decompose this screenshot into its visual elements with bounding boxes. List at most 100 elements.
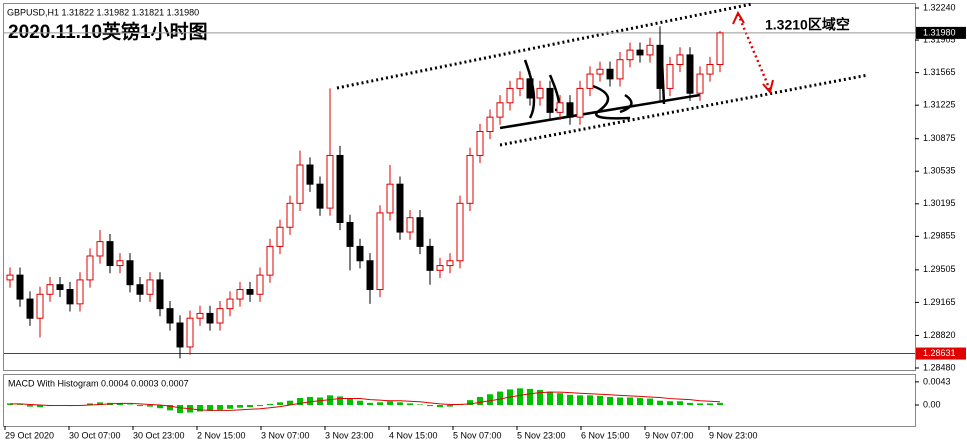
- candle-body: [116, 260, 124, 267]
- macd-bar: [167, 405, 173, 411]
- candle-body: [436, 265, 444, 271]
- candle-body: [486, 116, 494, 133]
- candle-body: [46, 284, 54, 295]
- candle-body: [86, 255, 94, 281]
- header: GBPUSD,H1 1.31822 1.31982 1.31821 1.3198…: [7, 7, 199, 17]
- annotation: 1.3210区域空: [765, 17, 850, 33]
- candle-body: [566, 102, 574, 118]
- candle-body: [366, 260, 374, 290]
- candle-body: [336, 154, 344, 223]
- y-tick-label: 1.28820: [923, 330, 956, 340]
- signal-line: [10, 391, 721, 411]
- y-tick-label: 1.30875: [923, 133, 956, 143]
- macd-bar: [277, 402, 283, 406]
- candle-body: [396, 183, 404, 233]
- candle-body: [706, 63, 714, 75]
- macd-bar: [307, 396, 313, 406]
- candle-body: [186, 317, 194, 348]
- macd-bar: [407, 403, 413, 406]
- candle-body: [246, 288, 254, 295]
- candle-body: [526, 78, 534, 99]
- macd-bar: [297, 398, 303, 406]
- candle-body: [656, 44, 664, 89]
- y-tick-label: 1.28480: [923, 362, 956, 372]
- candle-body: [326, 154, 334, 209]
- macd-bar: [547, 391, 553, 406]
- candle-body: [356, 245, 364, 262]
- macd-bar: [697, 403, 703, 406]
- macd-bar: [327, 395, 333, 406]
- macd-bar: [357, 400, 363, 406]
- macd-bar: [617, 397, 623, 406]
- price-label: 1.28631: [923, 348, 956, 358]
- arrow: [736, 13, 772, 91]
- candle-body: [536, 87, 544, 99]
- arrow-heads: [732, 10, 774, 95]
- candle-body: [406, 217, 414, 233]
- macd-bar: [527, 388, 533, 406]
- candle-body: [136, 284, 144, 295]
- price-label-box: [916, 347, 966, 360]
- candle-body: [316, 183, 324, 209]
- macd-bar: [207, 405, 213, 411]
- macd-bar: [577, 395, 583, 406]
- candle-body: [466, 154, 474, 204]
- macd-bar: [427, 405, 433, 407]
- x-tick-label: 5 Nov 07:00: [453, 430, 502, 440]
- candle-body: [256, 274, 264, 295]
- channel-upper: [336, 2, 753, 90]
- drawings: [336, 2, 869, 147]
- candle-body: [606, 68, 614, 80]
- candle-body: [56, 284, 64, 290]
- handwriting: [499, 59, 701, 130]
- macd-bar: [677, 401, 683, 406]
- candle-body: [226, 298, 234, 310]
- candle-body: [276, 226, 284, 247]
- x-tick-label: 9 Nov 23:00: [709, 430, 758, 440]
- price-label-box: [916, 26, 966, 39]
- macd-frame: [3, 374, 916, 427]
- candle-body: [236, 288, 244, 300]
- macd-bar: [137, 405, 143, 407]
- macd-bar: [127, 404, 133, 406]
- candle-body: [76, 279, 84, 305]
- macd-bar: [147, 405, 153, 407]
- macd-bar: [637, 398, 643, 406]
- candle-body: [106, 241, 114, 267]
- candle-body: [636, 49, 644, 56]
- candle-body: [676, 54, 684, 65]
- candle-body: [666, 63, 674, 89]
- macd-bar: [247, 405, 253, 408]
- macd-bar: [337, 396, 343, 406]
- macd-bar: [377, 402, 383, 406]
- candle-body: [66, 288, 74, 305]
- candle-body: [616, 59, 624, 80]
- x-tick-label: 30 Oct 23:00: [133, 430, 185, 440]
- macd-bar: [517, 388, 523, 406]
- x-tick-label: 4 Nov 15:00: [389, 430, 438, 440]
- y-tick-label: 1.31565: [923, 67, 956, 77]
- macd-bar: [257, 405, 263, 407]
- x-tick-label: 6 Nov 15:00: [581, 430, 630, 440]
- candle-body: [696, 73, 704, 94]
- main-frame: [3, 3, 916, 371]
- y-tick-label: 1.29165: [923, 297, 956, 307]
- candle-body: [346, 221, 354, 247]
- candle-body: [456, 202, 464, 262]
- macd-bar: [387, 401, 393, 406]
- macd-label: MACD With Histogram 0.0004 0.0003 0.0007: [8, 378, 189, 388]
- candle-body: [166, 308, 174, 324]
- candle-body: [96, 241, 104, 257]
- macd-bar: [607, 396, 613, 406]
- macd-bar: [587, 395, 593, 406]
- candle-body: [516, 78, 524, 89]
- macd-bar: [397, 402, 403, 406]
- macd-bar: [417, 404, 423, 406]
- macd-bar: [687, 402, 693, 406]
- macd-bar: [97, 402, 103, 406]
- macd-bar: [537, 389, 543, 406]
- macd-bar: [477, 396, 483, 406]
- candle-body: [206, 312, 214, 324]
